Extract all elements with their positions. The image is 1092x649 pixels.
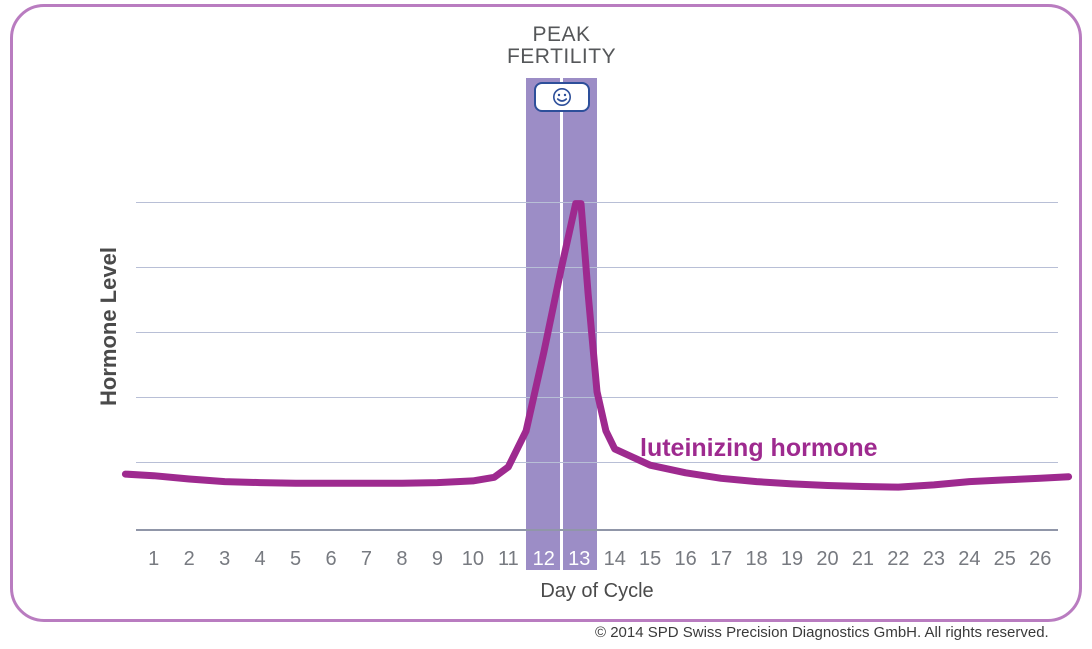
x-tick-label: 3 [207, 548, 242, 571]
x-tick-label: 21 [845, 548, 880, 571]
x-tick-label: 15 [632, 548, 667, 571]
x-tick-label: 23 [916, 548, 951, 571]
series-label: luteinizing hormone [640, 434, 878, 463]
x-tick-label: 12 [526, 548, 561, 571]
x-axis-label: Day of Cycle [497, 580, 697, 603]
x-tick-label: 17 [703, 548, 738, 571]
x-tick-label: 20 [810, 548, 845, 571]
chart-area: PEAK FERTILITY Hormone Level luteinizing… [0, 0, 1092, 649]
x-tick-label: 19 [774, 548, 809, 571]
x-tick-label: 1 [136, 548, 171, 571]
x-tick-label: 26 [1023, 548, 1058, 571]
x-tick-label: 16 [668, 548, 703, 571]
x-tick-label: 11 [491, 548, 526, 571]
x-tick-label: 5 [278, 548, 313, 571]
x-tick-label: 13 [562, 548, 597, 571]
x-tick-label: 2 [171, 548, 206, 571]
copyright-text: © 2014 SPD Swiss Precision Diagnostics G… [595, 624, 1049, 641]
x-tick-label: 25 [987, 548, 1022, 571]
x-tick-label: 6 [313, 548, 348, 571]
x-tick-label: 4 [242, 548, 277, 571]
x-tick-label: 24 [952, 548, 987, 571]
lh-series-line [125, 204, 1068, 488]
x-tick-label: 9 [420, 548, 455, 571]
x-tick-label: 18 [739, 548, 774, 571]
x-tick-label: 7 [349, 548, 384, 571]
x-tick-label: 10 [455, 548, 490, 571]
x-tick-label: 8 [384, 548, 419, 571]
x-tick-label: 22 [881, 548, 916, 571]
x-tick-label: 14 [597, 548, 632, 571]
